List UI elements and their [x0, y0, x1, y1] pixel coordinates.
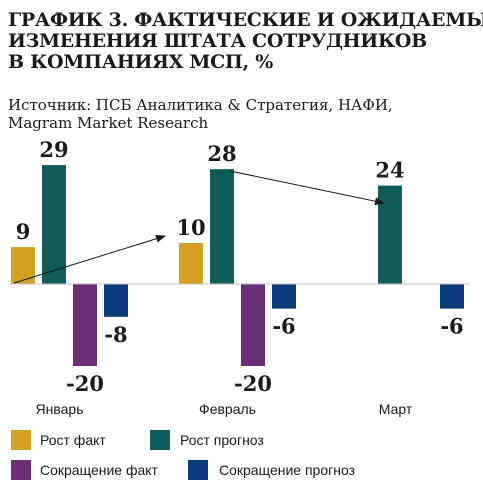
legend-label: Рост прогноз: [180, 432, 264, 448]
bar: [210, 169, 234, 284]
category-label: Март: [379, 401, 413, 417]
bar: [104, 284, 128, 317]
legend-swatch: [11, 460, 31, 480]
bar: [378, 185, 402, 284]
chart-source: Источник: ПСБ Аналитика & Стратегия, НАФ…: [8, 96, 478, 132]
data-label: 29: [39, 137, 68, 162]
legend-swatch: [11, 430, 31, 450]
bar: [11, 247, 35, 284]
title-line: ГРАФИК 3. ФАКТИЧЕСКИЕ И ОЖИДАЕМЫЕ: [8, 9, 483, 31]
data-label: -6: [272, 314, 295, 339]
trend-arrow: [13, 234, 166, 284]
bar: [241, 284, 265, 366]
legend-label: Сокращение факт: [40, 462, 159, 478]
bar: [272, 284, 296, 309]
category-label: Январь: [36, 401, 84, 417]
chart-title: ГРАФИК 3. ФАКТИЧЕСКИЕ И ОЖИДАЕМЫЕ ИЗМЕНЕ…: [8, 9, 483, 73]
data-label: 28: [207, 141, 236, 166]
legend-label: Рост факт: [40, 432, 106, 448]
trend-arrow: [229, 170, 385, 206]
bar: [440, 284, 464, 309]
title-line: ИЗМЕНЕНИЯ ШТАТА СОТРУДНИКОВ: [8, 30, 427, 52]
data-label: -8: [104, 322, 127, 347]
data-label: 24: [375, 158, 404, 183]
data-label: 10: [176, 215, 205, 240]
title-line: В КОМПАНИЯХ МСП, %: [8, 51, 273, 73]
data-label: -6: [440, 314, 463, 339]
bar: [179, 243, 203, 284]
legend-swatch: [188, 460, 208, 480]
data-label: -20: [66, 371, 104, 396]
source-line: Magram Market Research: [8, 114, 209, 132]
legend-swatch: [150, 430, 170, 450]
source-line: Источник: ПСБ Аналитика & Стратегия, НАФ…: [8, 96, 393, 114]
data-label: 9: [16, 219, 31, 244]
bar: [42, 165, 66, 284]
category-label: Февраль: [199, 401, 256, 417]
legend-label: Сокращение прогноз: [219, 462, 355, 478]
data-label: -20: [234, 371, 272, 396]
bar: [73, 284, 97, 366]
